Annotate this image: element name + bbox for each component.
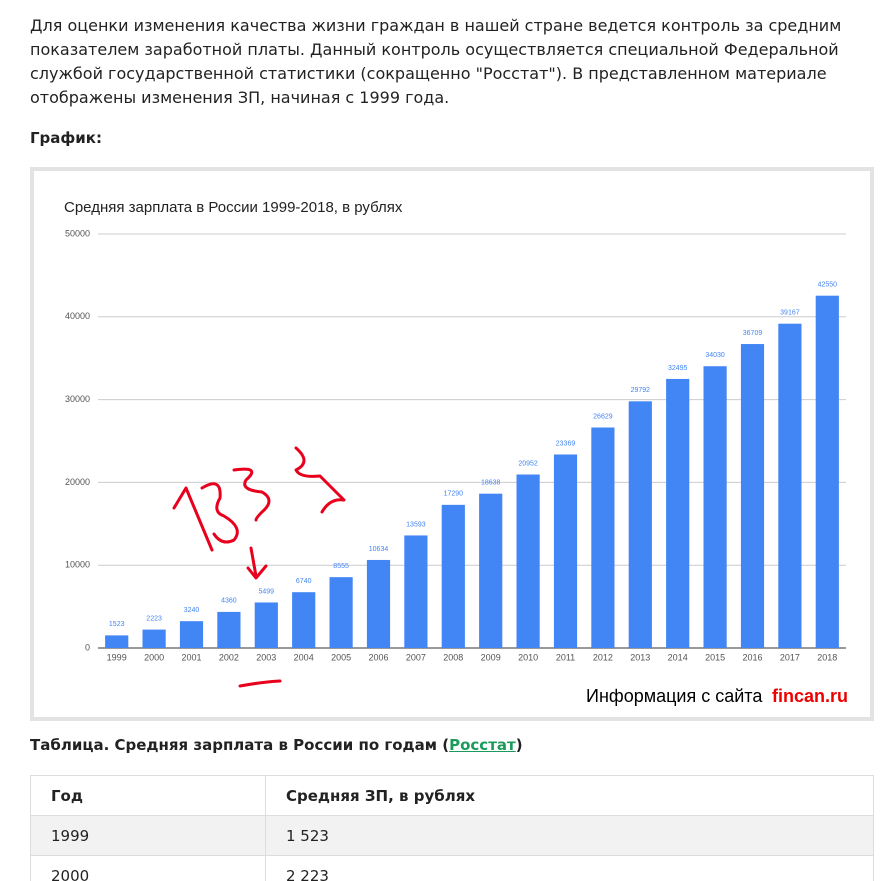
x-tick-label: 2003 [256,652,276,662]
data-label: 23369 [556,440,576,447]
bar [778,323,802,648]
bar [553,454,578,648]
bar [815,295,839,648]
data-label: 2223 [146,615,162,622]
watermark-site: fincan.ru [772,686,848,706]
data-label: 26629 [593,413,613,420]
bar [666,378,690,648]
x-tick-label: 2005 [331,652,351,662]
chart: Средняя зарплата в России 1999-2018, в р… [64,199,848,706]
table-title: Таблица. Средняя зарплата в России по го… [30,736,523,754]
data-label: 29792 [631,387,651,394]
data-label: 36709 [743,330,763,337]
cell: 1 523 [265,815,874,856]
data-label: 42550 [818,282,838,289]
x-tick-label: 2006 [368,652,388,662]
data-label: 8555 [333,563,349,570]
x-tick-label: 2008 [443,652,463,662]
cell: 2000 [30,855,266,881]
bar [179,621,204,648]
y-tick-label: 40000 [65,311,90,321]
bar [628,401,652,648]
data-label: 20952 [518,460,538,467]
bar [441,504,465,648]
header-cell: Средняя ЗП, в рублях [265,775,874,816]
y-tick-label: 20000 [65,477,90,487]
data-label: 3240 [184,607,200,614]
data-label: 4360 [221,598,237,605]
source-link[interactable]: Росстат [449,736,516,754]
section-label: График: [30,129,102,147]
bar [329,577,353,648]
bar [479,493,503,648]
bar [142,629,166,648]
x-tick-label: 2002 [219,652,239,662]
x-tick-label: 2011 [556,652,575,662]
x-tick-label: 2007 [406,652,426,662]
header-row: Год Средняя ЗП, в рублях [30,775,874,816]
table-title-close: ) [515,736,523,754]
data-label: 17290 [444,491,464,498]
y-tick-label: 50000 [65,228,90,238]
bar [292,592,316,648]
data-label: 13593 [406,521,426,528]
table-title-text: Таблица. Средняя зарплата в России по го… [30,736,450,754]
table-row: 1999 1 523 [30,815,874,856]
intro-text: Для оценки изменения качества жизни граж… [30,16,842,107]
chart-container: Средняя зарплата в России 1999-2018, в р… [30,167,874,721]
data-label: 10634 [369,546,389,553]
salary-table: Год Средняя ЗП, в рублях 1999 1 523 2000 2 … [30,775,874,881]
bar [591,427,615,648]
y-tick-label: 10000 [65,560,90,570]
y-tick-label: 30000 [65,394,90,404]
data-label: 39167 [780,310,800,317]
x-tick-label: 2017 [780,652,800,662]
x-tick-label: 2001 [181,652,201,662]
x-tick-label: 2016 [742,652,762,662]
header-cell: Год [30,775,266,816]
x-tick-label: 2009 [481,652,501,662]
bar [516,474,540,648]
data-label: 1523 [109,621,125,628]
x-tick-label: 2018 [817,652,837,662]
data-label: 18638 [481,480,501,487]
bar [703,366,727,648]
x-tick-label: 2010 [518,652,538,662]
bar [105,635,129,648]
table-row: 2000 2 223 [30,855,874,881]
x-tick-label: 2013 [630,652,650,662]
x-tick-label: 1999 [107,652,127,662]
chart-title: Средняя зарплата в России 1999-2018, в р… [64,199,403,216]
watermark: Информация с сайта [586,686,763,706]
data-label: 5499 [259,588,275,595]
bar [404,535,428,648]
data-label: 34030 [705,352,725,359]
y-tick-label: 0 [85,642,90,652]
x-tick-label: 2000 [144,652,164,662]
x-tick-label: 2004 [294,652,314,662]
data-label: 6740 [296,578,312,585]
x-tick-label: 2014 [668,652,688,662]
cell: 1999 [30,815,266,856]
x-tick-label: 2012 [593,652,613,662]
bar [217,611,241,648]
data-label: 32495 [668,365,688,372]
bar [366,559,391,648]
bar [740,344,765,648]
cell: 2 223 [265,855,874,881]
x-tick-label: 2015 [705,652,725,662]
bar [254,602,278,648]
